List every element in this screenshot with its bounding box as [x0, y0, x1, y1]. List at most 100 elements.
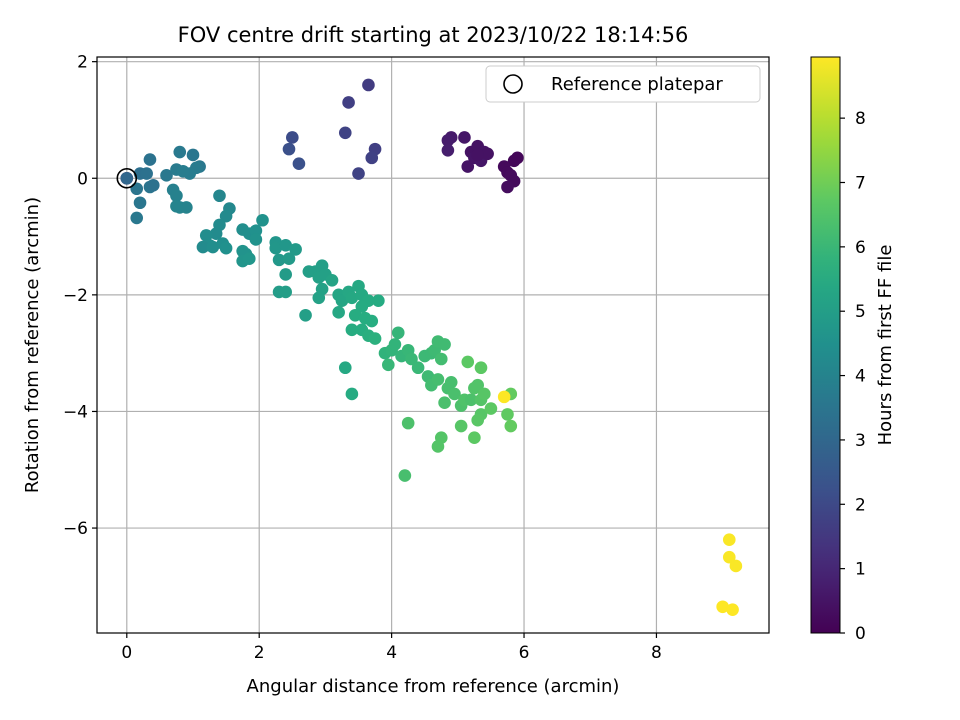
data-point: [448, 387, 461, 401]
data-point: [454, 419, 468, 433]
x-tick-label: 4: [386, 643, 397, 663]
x-tick-label: 8: [651, 643, 662, 663]
colorbar-tick-label: 6: [855, 238, 866, 258]
data-point: [120, 171, 134, 185]
data-point: [272, 253, 286, 267]
scatter-points: [120, 78, 743, 616]
legend-box: [485, 65, 761, 103]
data-point: [716, 600, 729, 614]
data-point: [242, 252, 256, 266]
data-point: [256, 213, 269, 227]
colorbar-tick-label: 8: [855, 109, 866, 129]
data-point: [176, 164, 190, 178]
data-point: [434, 352, 448, 366]
data-point: [484, 402, 498, 415]
colorbar-tick-label: 5: [855, 302, 866, 322]
data-point: [286, 131, 299, 144]
data-point: [160, 169, 173, 182]
data-point: [504, 419, 518, 433]
data-point: [196, 240, 210, 254]
colorbar-tick-label: 4: [855, 367, 866, 387]
data-point: [186, 148, 200, 162]
colorbar-tick-label: 2: [855, 495, 866, 515]
data-point: [219, 209, 233, 223]
colorbar-label: Hours from first FF file: [875, 245, 896, 446]
data-point: [464, 393, 478, 407]
y-tick-label: 0: [77, 169, 88, 189]
data-point: [474, 361, 488, 375]
data-point: [729, 559, 743, 573]
reference-platepar-marker: [116, 167, 138, 189]
data-point: [352, 167, 365, 180]
data-point: [199, 229, 213, 242]
data-point: [213, 189, 226, 203]
data-point: [325, 273, 339, 287]
data-point: [170, 199, 183, 213]
data-point: [345, 291, 359, 305]
data-point: [170, 189, 183, 203]
data-point: [332, 306, 345, 319]
data-point: [368, 332, 382, 345]
plot-frame: [96, 56, 770, 634]
data-point: [405, 352, 418, 366]
colorbar-tick-label: 1: [855, 560, 866, 580]
data-point: [471, 148, 484, 162]
y-axis-label: Rotation from reference (arcmin): [22, 197, 43, 493]
colorbar-tick-label: 0: [855, 624, 866, 644]
data-point: [338, 126, 352, 140]
data-point: [345, 387, 359, 401]
x-tick-label: 0: [121, 643, 132, 663]
data-point: [342, 96, 355, 109]
y-tick-label: 2: [77, 53, 88, 73]
data-point: [461, 160, 475, 173]
x-tick-label: 2: [254, 643, 265, 663]
y-tick-label: −2: [63, 286, 88, 306]
data-point: [481, 147, 494, 161]
data-point: [173, 145, 187, 159]
legend-reference-label: Reference platepar: [551, 74, 723, 95]
colorbar-tick-label: 3: [855, 431, 866, 451]
data-point: [269, 241, 283, 255]
colorbar-tick-label: 7: [855, 173, 866, 193]
data-point: [362, 78, 375, 92]
data-point: [471, 413, 484, 427]
data-point: [391, 326, 405, 340]
data-point: [471, 378, 484, 392]
data-point: [180, 201, 193, 214]
data-point: [438, 396, 451, 410]
data-point: [388, 338, 402, 351]
x-axis-ticks: 0 2 4 6 8: [121, 633, 662, 663]
data-point: [130, 211, 144, 225]
data-point: [345, 323, 359, 337]
data-point: [299, 308, 312, 322]
data-point: [279, 285, 292, 299]
colorbar-ticks: 0 1 2 3 4 5 6 7 8: [840, 109, 866, 644]
data-point: [146, 178, 160, 192]
data-point: [338, 361, 352, 375]
y-tick-label: −6: [63, 519, 88, 539]
data-point: [365, 151, 379, 165]
data-point: [219, 241, 233, 255]
data-point: [478, 387, 491, 401]
data-point: [401, 416, 415, 430]
data-point: [209, 227, 223, 240]
data-point: [398, 469, 412, 482]
x-axis-label: Angular distance from reference (arcmin): [247, 676, 620, 697]
data-point: [431, 440, 445, 453]
data-point: [355, 300, 369, 313]
data-point: [501, 180, 514, 194]
chart-title: FOV centre drift starting at 2023/10/22 …: [178, 23, 689, 47]
data-point: [365, 314, 379, 328]
data-point: [458, 131, 471, 144]
data-point: [289, 243, 302, 256]
data-point: [501, 408, 514, 421]
data-point: [292, 157, 306, 170]
y-tick-label: −4: [63, 402, 88, 422]
data-point: [507, 154, 521, 168]
data-point: [282, 142, 296, 156]
data-point: [722, 533, 736, 547]
data-point: [335, 294, 349, 307]
legend-reference-marker-icon: [503, 74, 523, 94]
data-point: [249, 233, 263, 246]
data-point: [249, 224, 263, 238]
